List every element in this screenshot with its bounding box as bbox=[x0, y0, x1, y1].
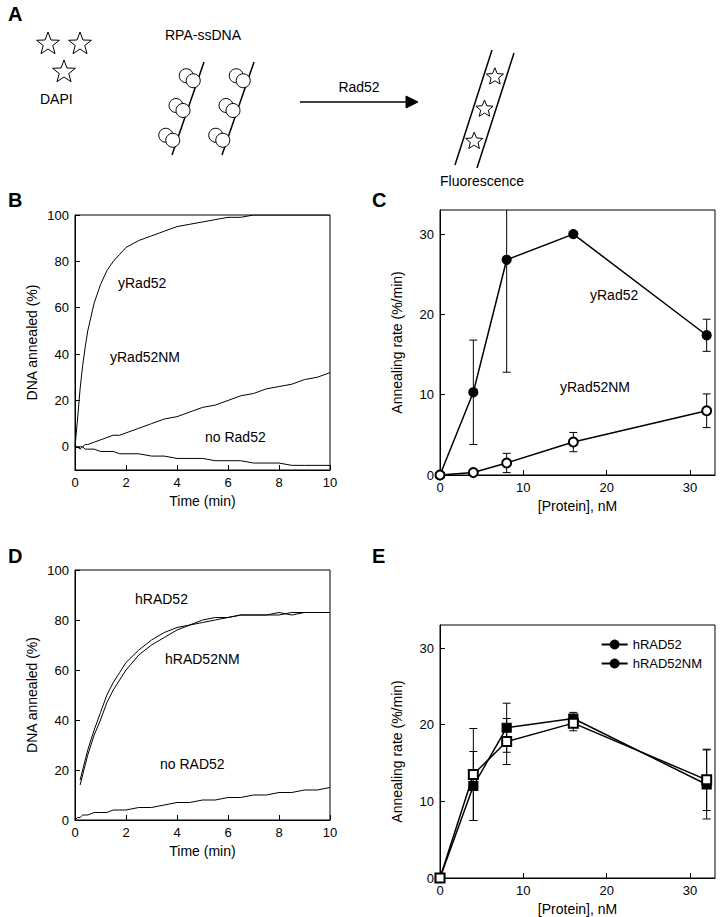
svg-text:DNA annealed (%): DNA annealed (%) bbox=[24, 285, 40, 401]
svg-text:D: D bbox=[8, 545, 22, 567]
svg-text:2: 2 bbox=[122, 475, 129, 490]
svg-text:0: 0 bbox=[427, 468, 434, 483]
svg-text:10: 10 bbox=[516, 480, 530, 495]
svg-text:no RAD52: no RAD52 bbox=[160, 756, 225, 772]
svg-text:yRad52NM: yRad52NM bbox=[560, 379, 630, 395]
svg-text:no Rad52: no Rad52 bbox=[205, 429, 266, 445]
svg-text:yRad52: yRad52 bbox=[118, 275, 166, 291]
svg-text:30: 30 bbox=[683, 480, 697, 495]
svg-text:60: 60 bbox=[55, 663, 69, 678]
svg-text:4: 4 bbox=[173, 475, 180, 490]
svg-text:yRad52NM: yRad52NM bbox=[110, 349, 180, 365]
svg-text:RPA-ssDNA: RPA-ssDNA bbox=[165, 27, 242, 43]
svg-text:40: 40 bbox=[55, 713, 69, 728]
svg-text:0: 0 bbox=[436, 480, 443, 495]
svg-text:10: 10 bbox=[323, 825, 337, 840]
svg-text:DAPI: DAPI bbox=[40, 91, 73, 107]
svg-text:hRAD52NM: hRAD52NM bbox=[633, 656, 702, 671]
svg-text:yRad52: yRad52 bbox=[590, 287, 638, 303]
svg-text:Annealing rate (%/min): Annealing rate (%/min) bbox=[389, 680, 405, 822]
svg-text:6: 6 bbox=[224, 475, 231, 490]
svg-text:10: 10 bbox=[323, 475, 337, 490]
svg-text:10: 10 bbox=[420, 387, 434, 402]
svg-text:6: 6 bbox=[224, 825, 231, 840]
svg-text:A: A bbox=[8, 3, 22, 25]
svg-text:100: 100 bbox=[47, 563, 69, 578]
svg-text:0: 0 bbox=[62, 813, 69, 828]
svg-text:0: 0 bbox=[62, 439, 69, 454]
svg-text:8: 8 bbox=[275, 825, 282, 840]
svg-text:30: 30 bbox=[420, 227, 434, 242]
svg-text:2: 2 bbox=[122, 825, 129, 840]
svg-text:0: 0 bbox=[436, 883, 443, 898]
svg-text:Rad52: Rad52 bbox=[338, 79, 379, 95]
svg-text:60: 60 bbox=[55, 300, 69, 315]
svg-text:4: 4 bbox=[173, 825, 180, 840]
svg-text:hRAD52: hRAD52 bbox=[633, 637, 682, 652]
svg-text:DNA annealed (%): DNA annealed (%) bbox=[24, 637, 40, 753]
svg-text:80: 80 bbox=[55, 254, 69, 269]
svg-text:10: 10 bbox=[420, 794, 434, 809]
svg-text:20: 20 bbox=[599, 883, 613, 898]
svg-text:hRAD52: hRAD52 bbox=[135, 591, 188, 607]
svg-text:20: 20 bbox=[599, 480, 613, 495]
svg-text:hRAD52NM: hRAD52NM bbox=[165, 651, 240, 667]
svg-text:20: 20 bbox=[55, 763, 69, 778]
svg-text:0: 0 bbox=[71, 475, 78, 490]
svg-text:20: 20 bbox=[420, 717, 434, 732]
svg-text:[Protein], nM: [Protein], nM bbox=[538, 498, 617, 514]
svg-text:100: 100 bbox=[47, 208, 69, 223]
svg-text:20: 20 bbox=[55, 393, 69, 408]
svg-text:Time (min): Time (min) bbox=[169, 843, 235, 859]
svg-text:B: B bbox=[8, 189, 22, 211]
svg-text:8: 8 bbox=[275, 475, 282, 490]
svg-text:80: 80 bbox=[55, 613, 69, 628]
svg-text:[Protein], nM: [Protein], nM bbox=[538, 901, 617, 917]
svg-text:E: E bbox=[372, 545, 385, 567]
svg-text:30: 30 bbox=[683, 883, 697, 898]
svg-text:0: 0 bbox=[71, 825, 78, 840]
svg-text:30: 30 bbox=[420, 641, 434, 656]
svg-text:Time (min): Time (min) bbox=[169, 493, 235, 509]
svg-text:10: 10 bbox=[516, 883, 530, 898]
svg-text:Fluorescence: Fluorescence bbox=[440, 173, 524, 189]
svg-text:40: 40 bbox=[55, 347, 69, 362]
svg-text:Annealing rate (%/min): Annealing rate (%/min) bbox=[389, 271, 405, 413]
svg-text:C: C bbox=[372, 189, 386, 211]
svg-text:20: 20 bbox=[420, 307, 434, 322]
svg-text:0: 0 bbox=[427, 871, 434, 886]
